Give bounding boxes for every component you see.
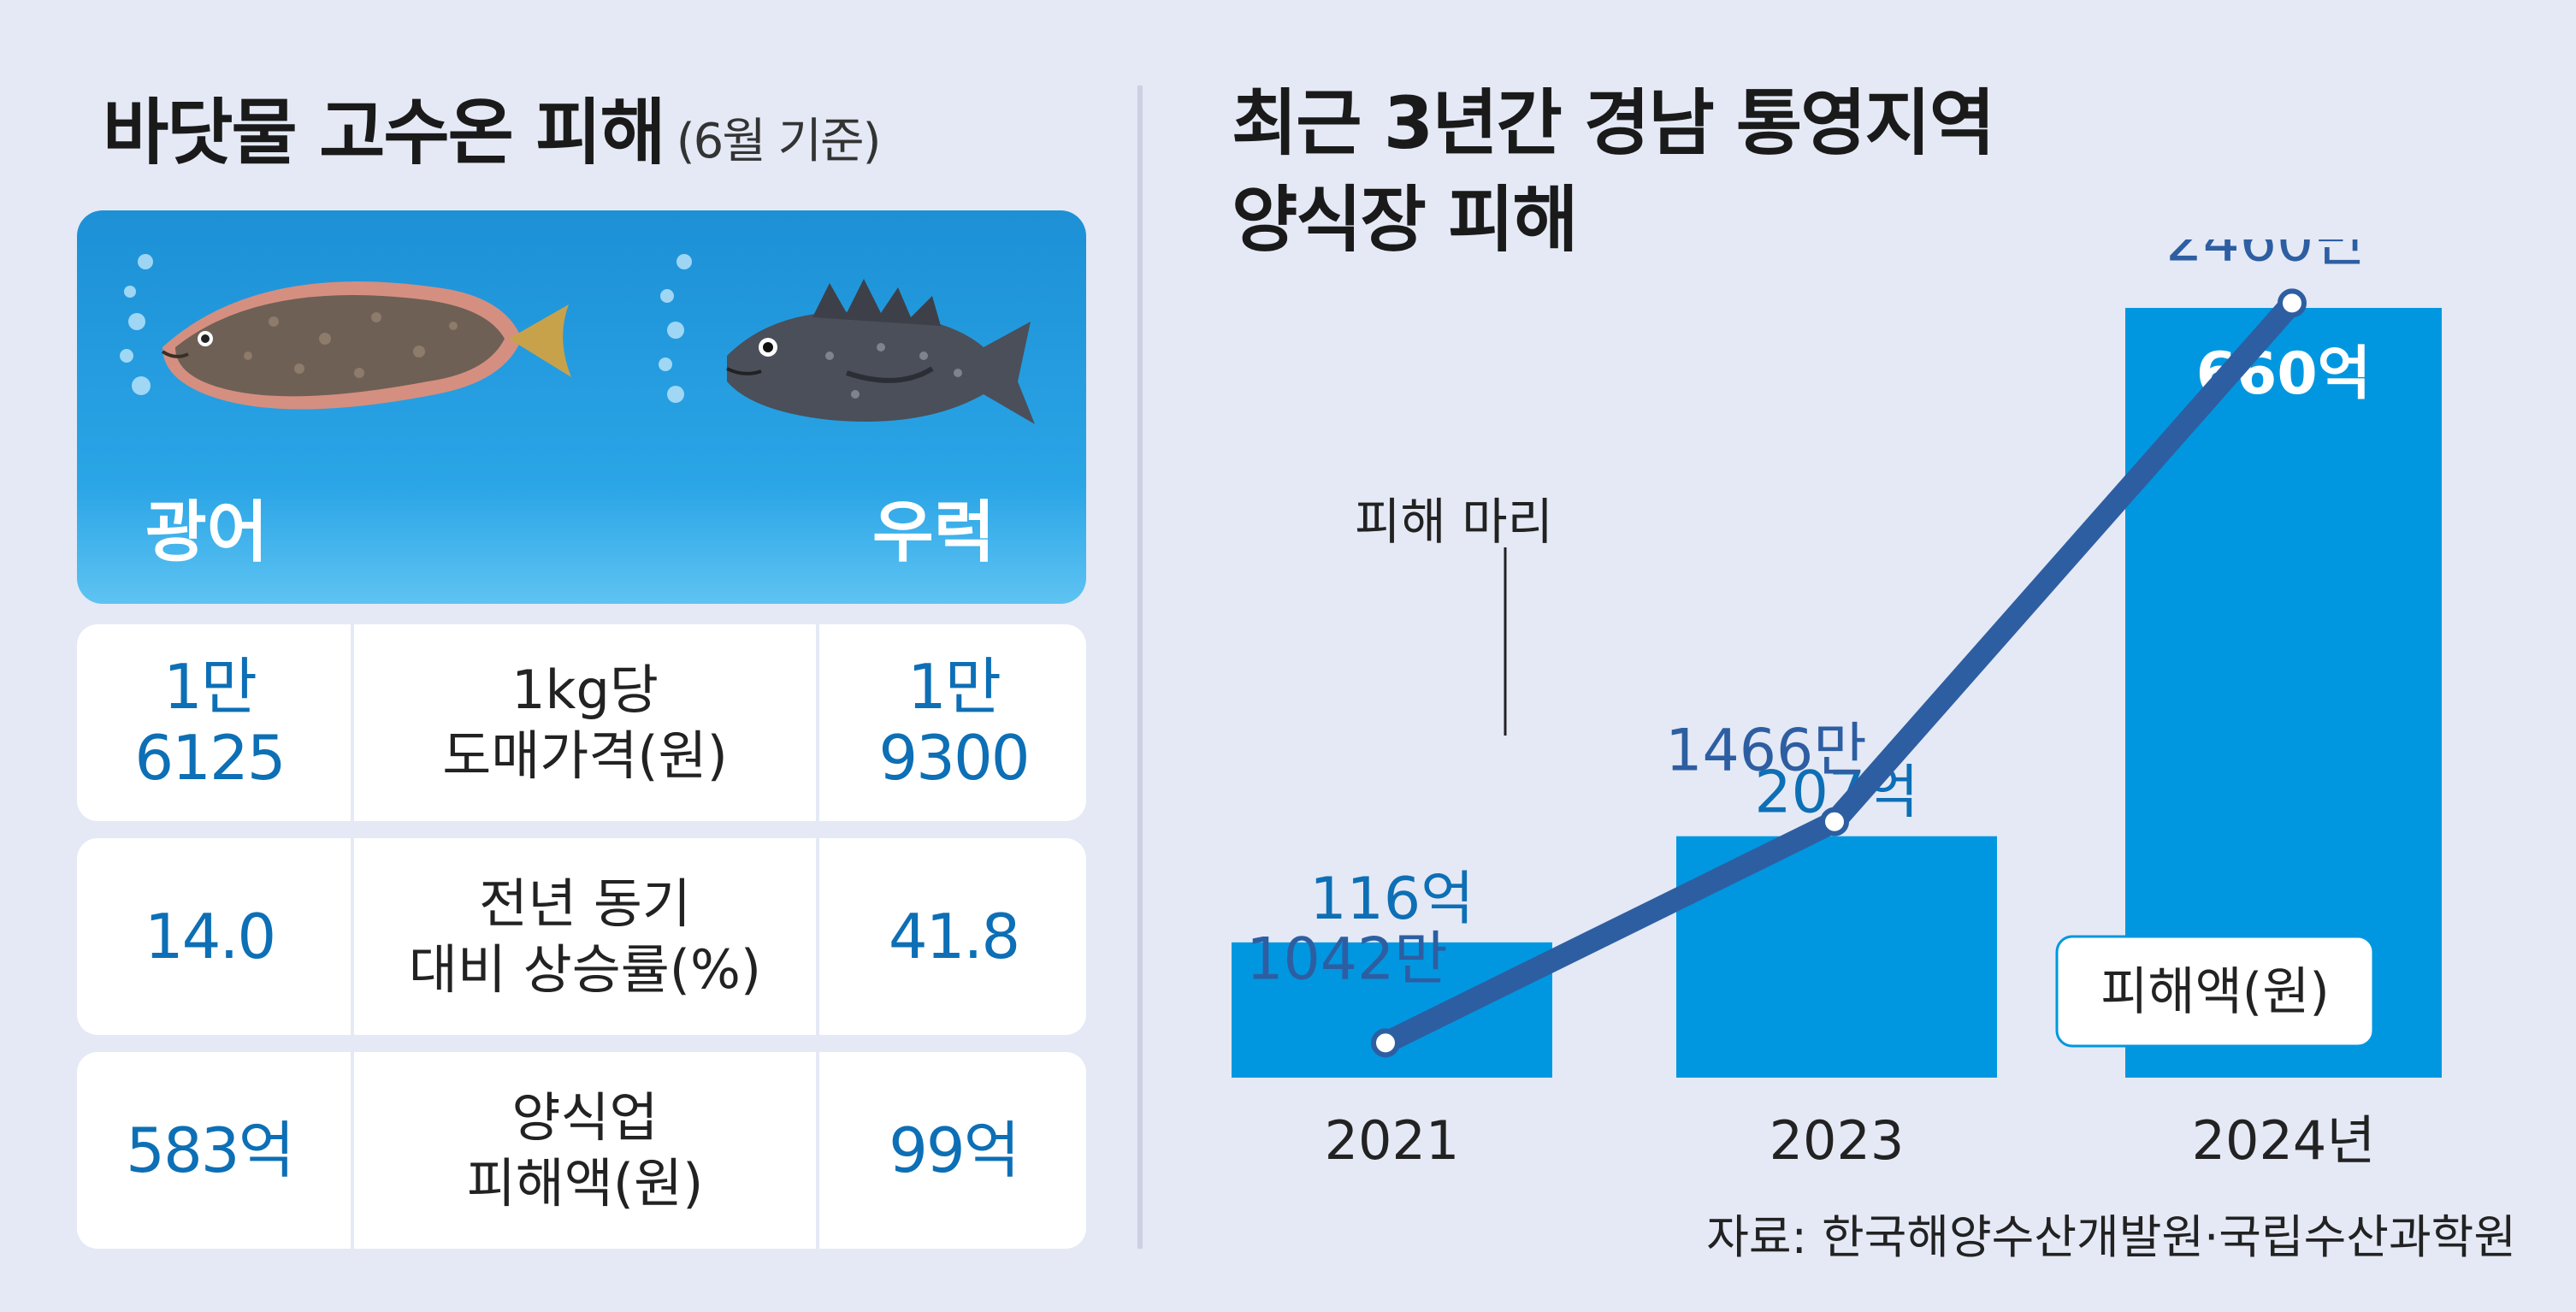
fish-illustration: [120, 254, 1035, 424]
right-title: 최근 3년간 경남 통영지역 양식장 피해: [1232, 75, 1995, 269]
table-row: 1만 6125 1kg당 도매가격(원) 1만 9300: [77, 624, 1086, 821]
left-subtitle: (6월 기준): [676, 114, 882, 169]
line-point: [1820, 807, 1849, 836]
fish-label-flounder: 광어: [145, 494, 269, 571]
table-row: 14.0 전년 동기 대비 상승률(%) 41.8: [77, 838, 1086, 1035]
flounder-icon: [161, 281, 571, 410]
left-title: 바닷물 고수온 피해 (6월 기준): [103, 75, 882, 179]
row-left-cell: 14.0: [77, 838, 342, 1035]
line-value-label: 2460만: [2165, 239, 2367, 275]
line-value-label: 1466만: [1665, 718, 1867, 785]
damage-chart: 116억2021207억2023660억2024년1042만1466만2460만…: [1232, 239, 2442, 1172]
panel-divider: [1137, 86, 1143, 1249]
row-label-cell: 1kg당 도매가격(원): [351, 624, 819, 821]
row-label-cell: 양식업 피해액(원): [351, 1052, 819, 1249]
line-legend-label: 피해 마리: [1355, 493, 1553, 551]
row-right-value: 1만 9300: [878, 651, 1030, 794]
line-value-label: 1042만: [1246, 925, 1448, 993]
line-point: [2278, 288, 2307, 318]
bar-value-label: 116억: [1309, 866, 1474, 933]
rockfish-icon: [726, 279, 1035, 424]
table-row: 583억 양식업 피해액(원) 99억: [77, 1052, 1086, 1249]
row-left-value: 1만 6125: [134, 651, 286, 794]
row-right-value: 99억: [889, 1114, 1020, 1186]
row-label: 전년 동기 대비 상승률(%): [408, 872, 762, 1002]
row-right-cell: 99억: [821, 1052, 1086, 1249]
row-right-value: 41.8: [888, 900, 1020, 972]
bar-legend-box: [2055, 935, 2375, 1048]
bar-legend-label: 피해액(원): [2100, 962, 2330, 1022]
row-right-cell: 41.8: [821, 838, 1086, 1035]
row-right-cell: 1만 9300: [821, 624, 1086, 821]
left-title-text: 바닷물 고수온 피해: [103, 91, 666, 174]
fish-panel: 광어 우럭: [77, 210, 1086, 604]
row-label: 1kg당 도매가격(원): [442, 658, 728, 788]
x-axis-tick-label: 2024년: [2192, 1109, 2376, 1172]
bubbles-icon: [120, 254, 692, 403]
row-left-value: 14.0: [144, 900, 276, 972]
source-note: 자료: 한국해양수산개발원·국립수산과학원: [1706, 1210, 2516, 1264]
row-label-cell: 전년 동기 대비 상승률(%): [351, 838, 819, 1035]
right-title-line2: 양식장 피해: [1232, 178, 1579, 263]
row-left-value: 583억: [126, 1114, 295, 1186]
row-left-cell: 583억: [77, 1052, 342, 1249]
x-axis-tick-label: 2021: [1325, 1109, 1460, 1172]
line-point: [1371, 1028, 1400, 1058]
row-left-cell: 1만 6125: [77, 624, 342, 821]
row-label: 양식업 피해액(원): [466, 1085, 704, 1215]
x-axis-tick-label: 2023: [1770, 1109, 1905, 1172]
right-title-line1: 최근 3년간 경남 통영지역: [1232, 81, 1995, 165]
fish-label-rockfish: 우럭: [872, 494, 996, 571]
